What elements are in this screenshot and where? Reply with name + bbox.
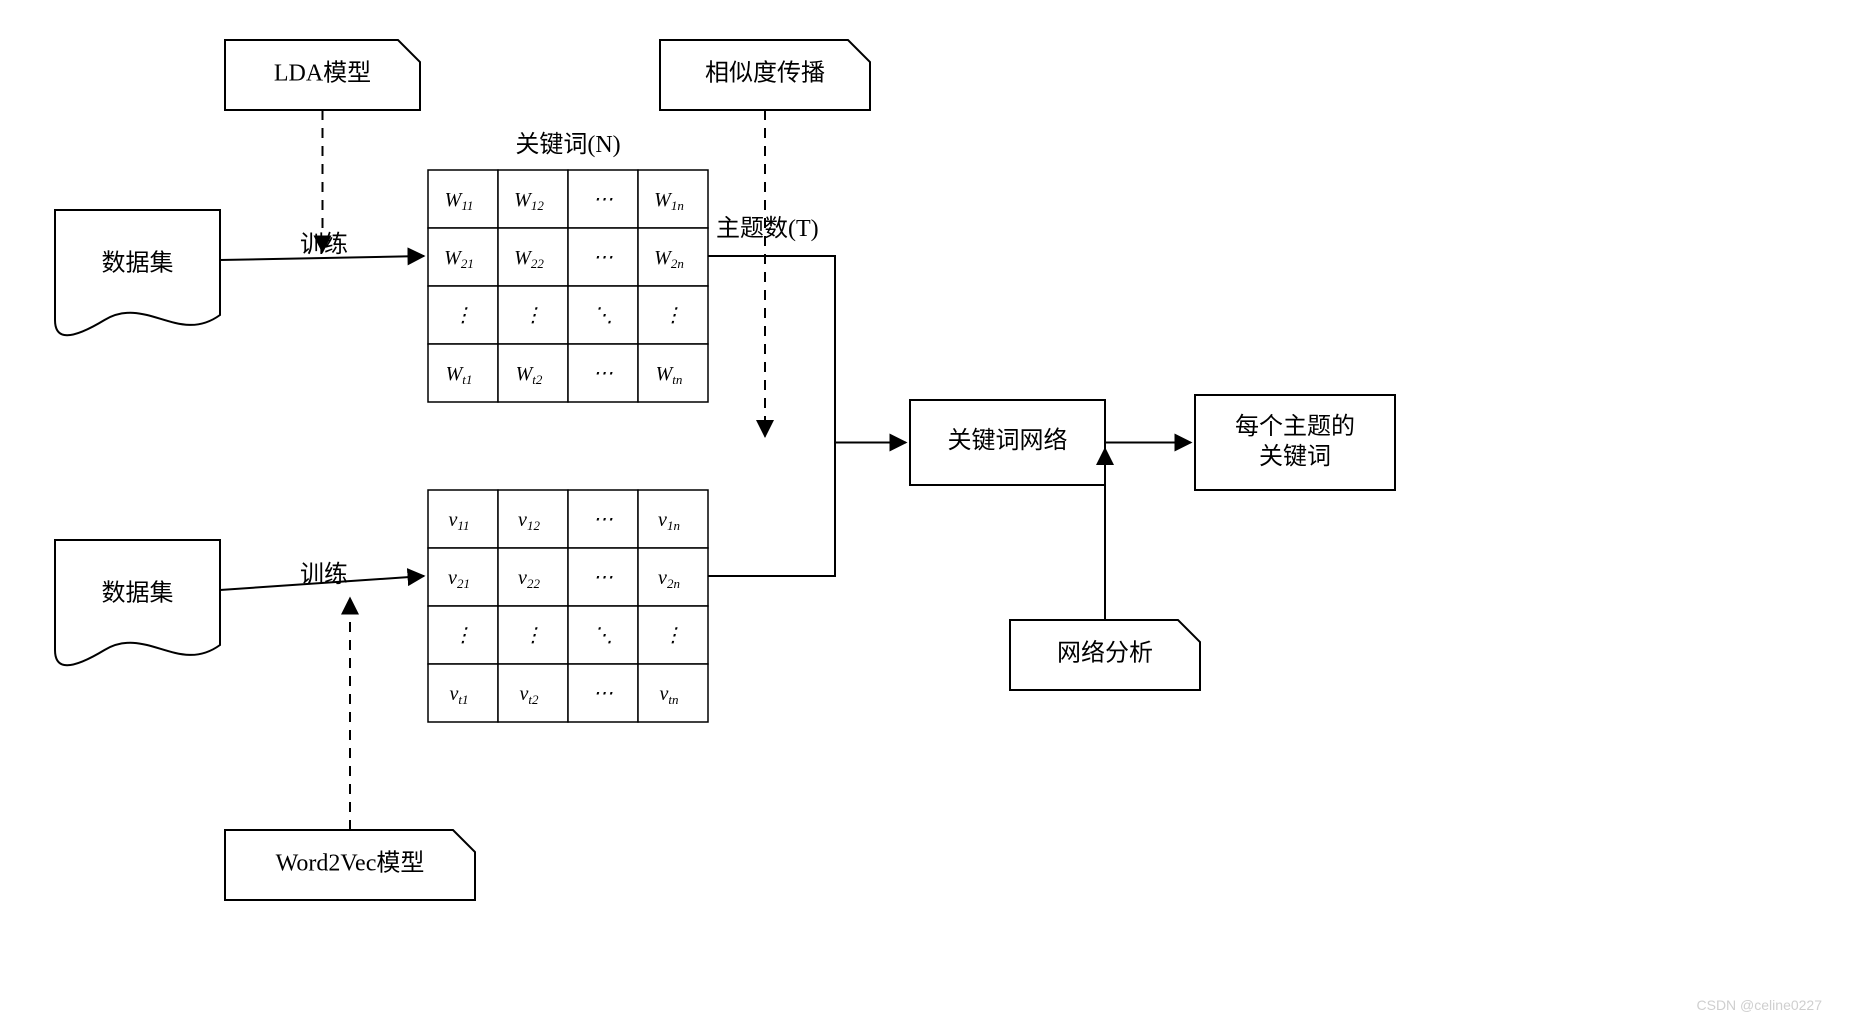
matrices: W11W12⋯W1nW21W22⋯W2n⋮⋮⋱⋮Wt1Wt2⋯Wtnv11v12…	[428, 131, 819, 722]
edge-mbot-merge	[708, 443, 835, 577]
box-label: 关键词网络	[948, 427, 1068, 454]
matrix-top-sym: ⋮	[523, 305, 543, 327]
matrix-bottom-sym: ⋱	[593, 625, 613, 647]
box-label-2: 关键词	[1259, 443, 1331, 470]
matrix-bottom-sym: ⋯	[593, 683, 613, 705]
box-label-1: 每个主题的	[1235, 413, 1355, 440]
matrix-top-sym: ⋯	[593, 363, 613, 385]
matrix-bottom-sym: ⋯	[593, 567, 613, 589]
shapes: 数据集数据集LDA模型Word2Vec模型相似度传播网络分析关键词网络每个主题的…	[55, 40, 1395, 900]
tag-label: 网络分析	[1057, 640, 1153, 667]
tag-label: 相似度传播	[705, 60, 825, 87]
watermark: CSDN @celine0227	[1697, 997, 1823, 1013]
matrix-top-sym: ⋯	[593, 189, 613, 211]
matrix-bottom-sym: ⋯	[593, 509, 613, 531]
document-label: 数据集	[102, 580, 174, 607]
diagram-root: 数据集数据集LDA模型Word2Vec模型相似度传播网络分析关键词网络每个主题的…	[0, 0, 1862, 1030]
train-top-label: 训练	[300, 231, 348, 258]
document-label: 数据集	[102, 250, 174, 277]
matrix-top-sym: ⋱	[593, 305, 613, 327]
tag-label: Word2Vec模型	[276, 850, 425, 877]
matrix-top-sym: ⋮	[453, 305, 473, 327]
diagram-svg: 数据集数据集LDA模型Word2Vec模型相似度传播网络分析关键词网络每个主题的…	[0, 0, 1862, 1030]
matrix-top-sym: ⋯	[593, 247, 613, 269]
edge-mtop-merge	[708, 256, 835, 443]
matrix-bottom-sym: ⋮	[523, 625, 543, 647]
matrix-top-sym: ⋮	[663, 305, 683, 327]
tag-label: LDA模型	[274, 60, 371, 87]
topics-t-label: 主题数(T)	[716, 215, 819, 242]
keywords-n-label: 关键词(N)	[515, 131, 620, 158]
train-bottom-label: 训练	[300, 561, 348, 588]
matrix-bottom-sym: ⋮	[453, 625, 473, 647]
matrix-bottom-sym: ⋮	[663, 625, 683, 647]
